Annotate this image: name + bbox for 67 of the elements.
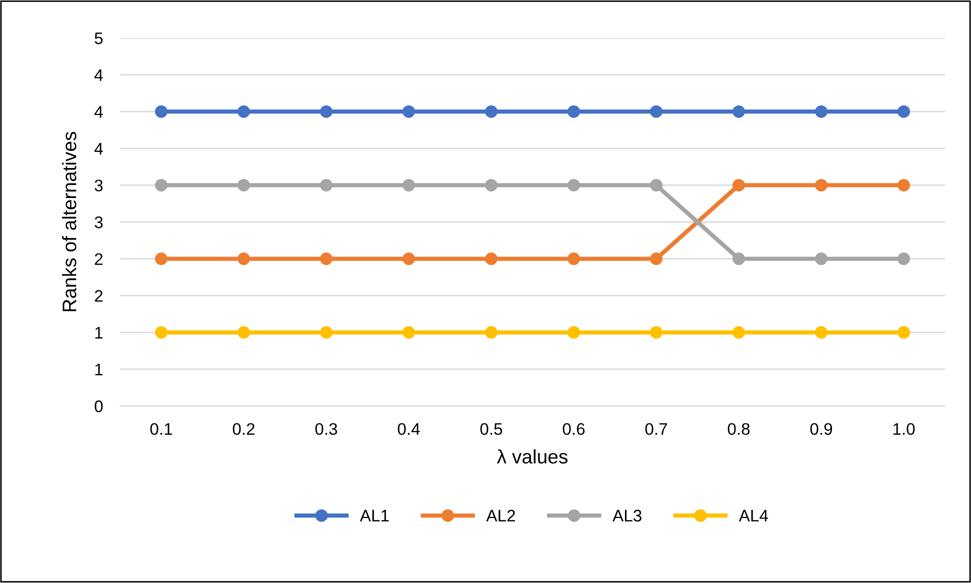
point	[238, 105, 250, 118]
point	[898, 105, 910, 118]
point	[898, 326, 910, 339]
point	[155, 252, 168, 266]
point	[898, 252, 910, 266]
point	[238, 252, 250, 266]
legend-label: AL3	[612, 510, 642, 522]
point	[238, 178, 250, 192]
point	[568, 178, 580, 192]
point	[650, 178, 662, 192]
legend-label: AL2	[486, 510, 515, 522]
point	[320, 178, 332, 192]
x-tick-label: 0.2	[232, 423, 254, 435]
x-tick-label: 0.6	[562, 423, 585, 435]
x-tick-label: 0.3	[315, 423, 338, 435]
point	[568, 252, 580, 266]
point	[485, 105, 498, 118]
point	[650, 252, 662, 266]
y-tick-label: 4	[94, 142, 103, 154]
y-tick-label: 1	[95, 364, 103, 376]
point	[155, 178, 168, 192]
point	[155, 105, 168, 118]
point	[650, 105, 662, 118]
point	[320, 252, 332, 266]
point	[732, 326, 745, 339]
point	[402, 178, 415, 192]
y-tick-label: 3	[94, 216, 103, 228]
point	[485, 326, 498, 339]
legend-label: AL4	[738, 510, 768, 522]
point	[732, 105, 745, 118]
x-tick-label: 1.0	[893, 423, 915, 435]
y-tick-label: 4	[94, 69, 103, 81]
point	[238, 326, 250, 339]
point	[320, 326, 332, 339]
x-tick-label: 0.7	[645, 423, 667, 435]
y-tick-label: 0	[94, 400, 103, 412]
point	[155, 326, 168, 339]
point	[732, 252, 745, 266]
x-axis-title: λ values	[496, 449, 568, 464]
point	[402, 326, 415, 339]
point	[568, 105, 580, 118]
y-tick-label: 1	[95, 326, 103, 338]
y-tick-label: 2	[94, 253, 102, 265]
point	[815, 252, 828, 266]
point	[402, 105, 415, 118]
x-tick-label: 0.1	[150, 423, 172, 435]
y-tick-label: 4	[94, 106, 103, 118]
x-tick-label: 0.4	[398, 423, 420, 435]
point	[485, 178, 498, 192]
x-tick-label: 0.8	[728, 423, 750, 435]
point	[402, 252, 415, 266]
point	[815, 326, 828, 339]
y-tick-label: 2	[94, 290, 102, 302]
point	[568, 326, 580, 339]
y-tick-label: 5	[94, 32, 103, 44]
point	[815, 105, 828, 118]
point	[898, 178, 910, 192]
point	[650, 326, 662, 339]
legend-label: AL1	[360, 510, 389, 522]
y-tick-label: 3	[94, 180, 103, 192]
point	[485, 252, 498, 266]
point	[320, 105, 332, 118]
y-axis-title: Ranks of alternatives	[62, 132, 76, 312]
x-tick-label: 0.5	[480, 423, 502, 435]
point	[732, 178, 745, 192]
x-tick-label: 0.9	[810, 423, 832, 435]
point	[815, 178, 828, 192]
